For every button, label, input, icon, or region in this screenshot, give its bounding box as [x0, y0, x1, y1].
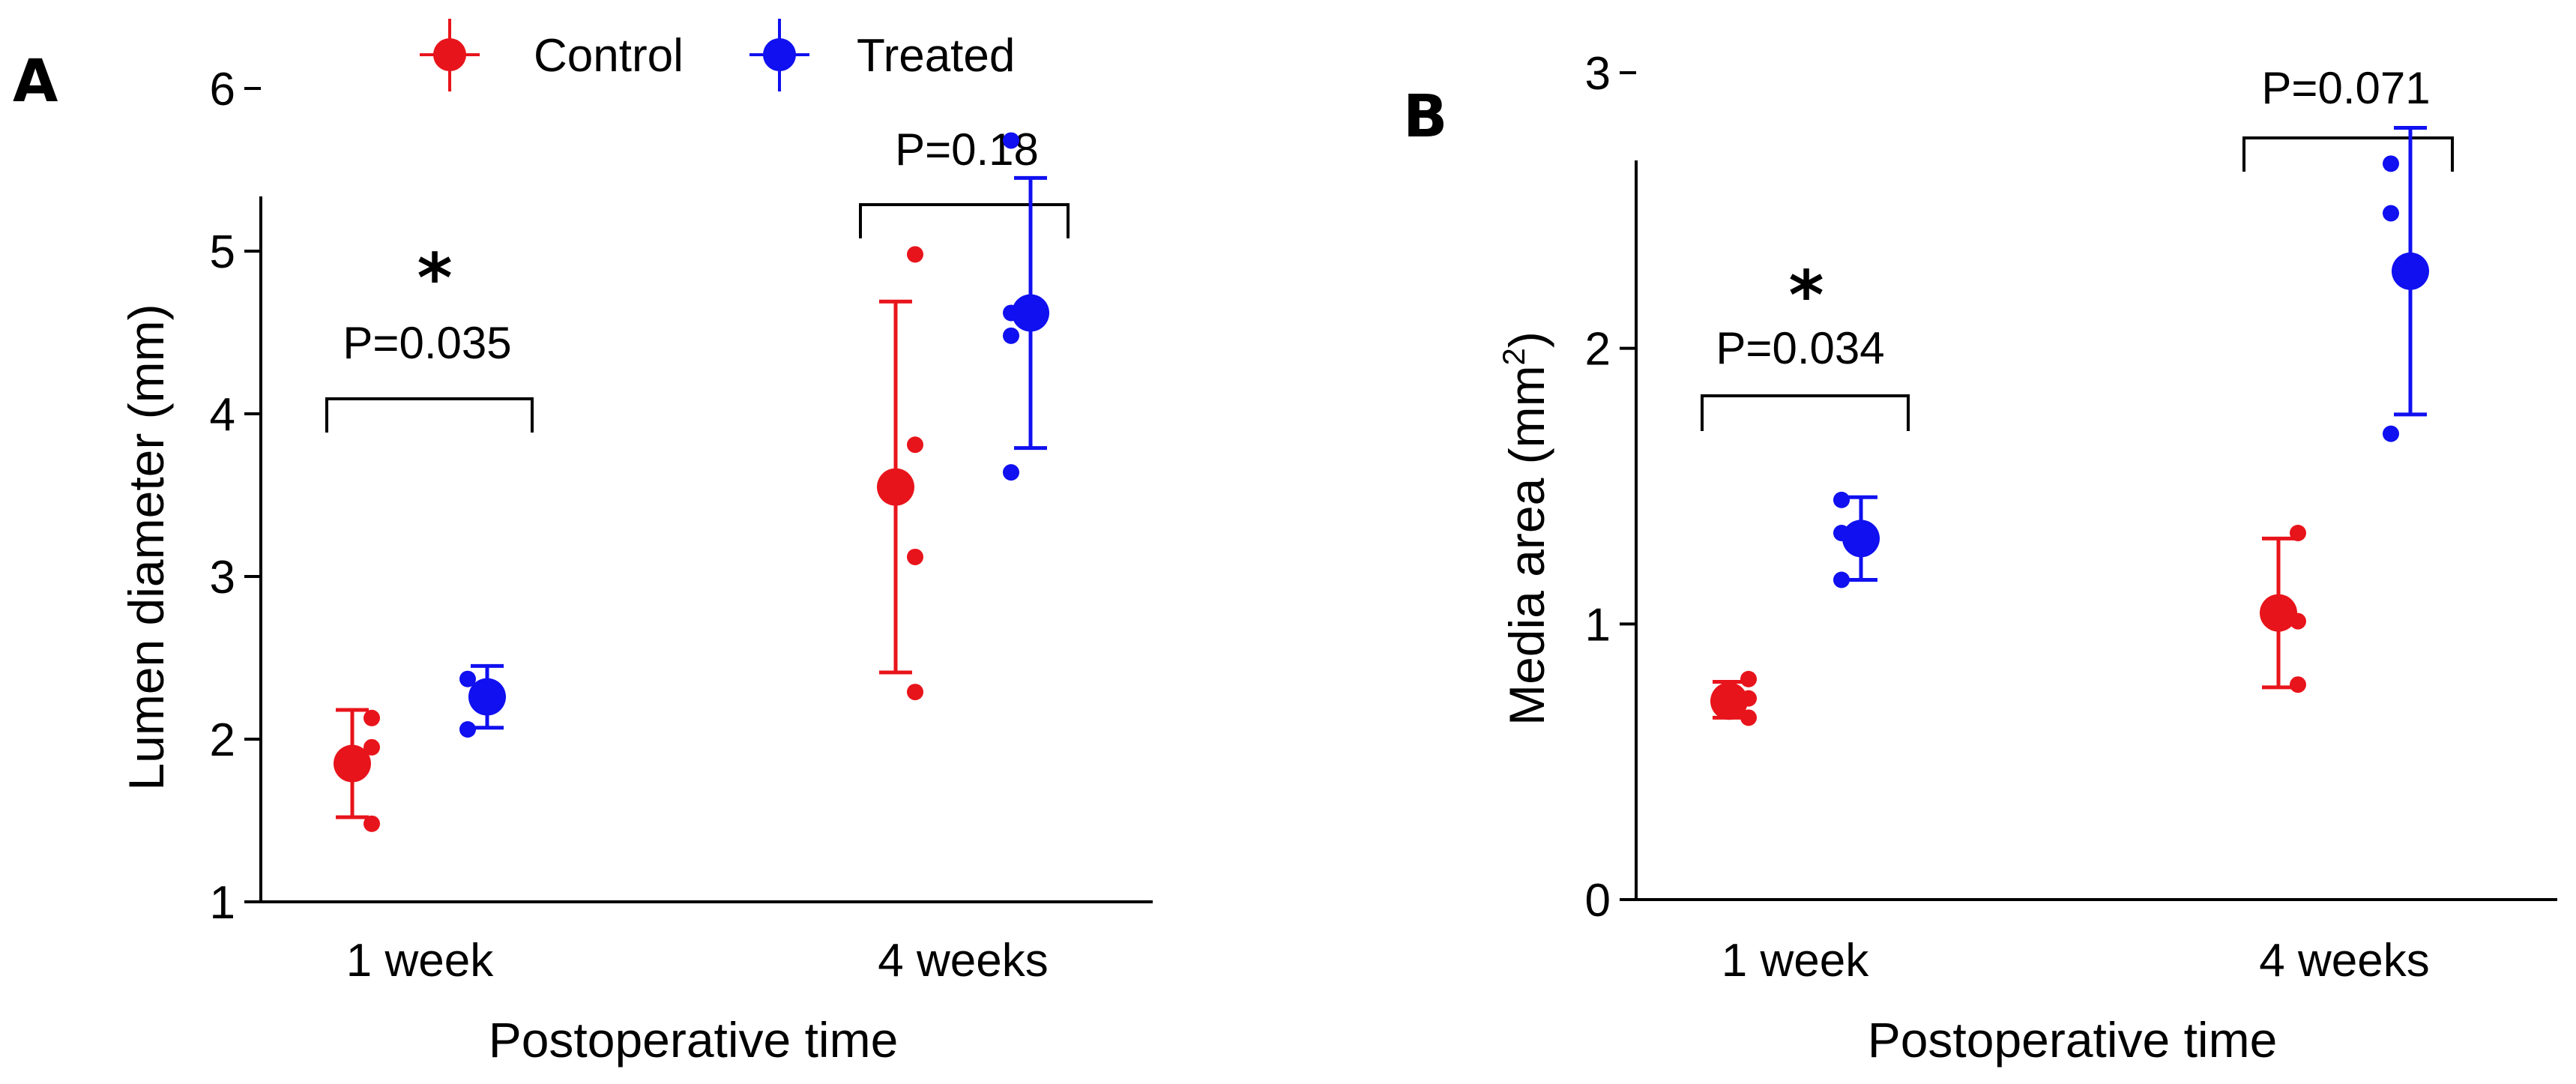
- panel-a-pvalue-4-weeks: P=0.18: [895, 124, 1039, 175]
- panel-b-xtick-1-week: 1 week: [1722, 935, 1869, 987]
- panel-b-bracket-1-week: [1701, 394, 1910, 431]
- panel-a-control-1-week-point-2: [364, 815, 380, 832]
- panel-b-control-4-weeks-point-0: [2290, 525, 2306, 542]
- panel-a-xtick-4-weeks: 4 weeks: [878, 935, 1048, 987]
- panel-a-x-axis-title: Postoperative time: [489, 1012, 899, 1068]
- panel-a-control-4-weeks-point-1: [907, 436, 923, 454]
- panel-b-control-1-week-mean-marker: [1710, 682, 1748, 720]
- panel-a-data: [334, 132, 1049, 832]
- legend-item-treated: Treated: [749, 19, 1015, 91]
- panel-b-bracket-4-weeks: [2242, 136, 2454, 172]
- panel-a-treated-1-week-mean-marker: [468, 678, 506, 716]
- panel-b-treated-4-weeks-mean-marker: [2392, 252, 2429, 290]
- panel-b-pvalue-1-week: P=0.034: [1716, 323, 1884, 373]
- panel-a-control-1-week-point-0: [364, 709, 380, 726]
- panel-b-y-axis-title: Media area (mm2): [1496, 331, 1554, 726]
- panel-b-y-axis-title-main: Media area (mm: [1499, 365, 1554, 725]
- panel-b-ytick-label-3: 3: [1585, 48, 1611, 100]
- panel-a-ytick-label-2: 2: [210, 714, 235, 766]
- legend-item-control: Control: [420, 19, 684, 91]
- panel-b-treated-1-week-point-2: [1833, 571, 1850, 588]
- panel-a-treated-1-week-point-0: [459, 670, 476, 687]
- panel-a-control-4-weeks-point-0: [907, 246, 923, 263]
- panel-b-significance-star: *: [1788, 256, 1824, 335]
- panel-a-ytick-label-4: 4: [210, 389, 235, 441]
- panel-a-ytick-label-6: 6: [210, 64, 235, 115]
- panel-a-label: A: [13, 48, 58, 115]
- legend-treated-label: Treated: [857, 30, 1015, 82]
- panel-b-treated-4-weeks-point-2: [2383, 425, 2399, 442]
- panel-a-annotation-1-week: * P=0.035: [325, 239, 534, 433]
- panel-b-treated-1-week-point-0: [1833, 491, 1850, 508]
- panel-a-treated-4-weeks-point-3: [1003, 464, 1019, 481]
- panel-b-control-4-weeks-point-2: [2290, 676, 2306, 693]
- panel-a-ytick-label-3: 3: [210, 552, 235, 603]
- panel-a-ytick-label-5: 5: [210, 226, 235, 278]
- panel-a-control-1-week-point-1: [364, 738, 380, 756]
- legend-treated-marker: [763, 38, 796, 71]
- panel-a-x-ticks: 1 week 4 weeks: [346, 935, 1049, 987]
- panel-b-control-1-week-point-2: [1740, 709, 1757, 726]
- panel-b-control-1-week-point-0: [1740, 670, 1757, 687]
- panel-a-annotation-4-weeks: P=0.18: [859, 124, 1070, 238]
- panel-a-y-ticks: 1 2 3 4 5 6: [210, 64, 261, 929]
- panel-a-treated-4-weeks-point-2: [1003, 327, 1019, 344]
- panel-b-ytick-label-2: 2: [1585, 324, 1611, 376]
- panel-b-x-axis-title: Postoperative time: [1868, 1012, 2278, 1068]
- panel-a-bracket-4-weeks: [859, 203, 1070, 238]
- panel-b-annotation-4-weeks: P=0.071: [2242, 63, 2454, 172]
- panel-a-treated-4-weeks-mean-marker: [1012, 294, 1049, 332]
- panel-b-ytick-label-1: 1: [1585, 599, 1611, 651]
- panel-b-xtick-4-weeks: 4 weeks: [2259, 935, 2429, 987]
- panel-a-y-axis-title: Lumen diameter (mm): [118, 304, 174, 790]
- panel-b-annotation-1-week: * P=0.034: [1701, 256, 1910, 431]
- legend-control-marker: [433, 38, 466, 71]
- panel-a-control-4-weeks-point-3: [907, 684, 923, 701]
- panel-a-control-4-weeks-point-2: [907, 548, 923, 565]
- panel-a-control-1-week-mean-marker: [334, 744, 371, 783]
- legend: Control Treated: [420, 19, 1015, 91]
- panel-a-pvalue-1-week: P=0.035: [343, 318, 511, 368]
- panel-b-data: [1710, 126, 2429, 726]
- panel-b-y-axis-title-end: ): [1499, 331, 1554, 348]
- panel-a-ytick-label-1: 1: [210, 877, 235, 929]
- panel-b-x-ticks: 1 week 4 weeks: [1722, 935, 2430, 987]
- panel-b-y-axis-title-sup: 2: [1496, 348, 1531, 365]
- panel-b-control-4-weeks-mean-marker: [2260, 594, 2297, 632]
- panel-a-treated-4-weeks-point-0: [1003, 132, 1019, 149]
- panel-b-pvalue-4-weeks: P=0.071: [2261, 63, 2430, 113]
- panel-b-treated-4-weeks-point-1: [2383, 205, 2399, 222]
- panel-a-control-4-weeks-mean-marker: [877, 468, 914, 506]
- panel-a-bracket-1-week: [325, 397, 534, 433]
- panel-a: A 1 2 3 4 5 6 1 week 4 weeks Postoperative ti…: [13, 48, 1153, 1068]
- panel-b-label: B: [1403, 83, 1447, 151]
- panel-a-treated-1-week-point-1: [459, 720, 476, 738]
- panel-a-xtick-1-week: 1 week: [346, 935, 494, 987]
- panel-b-treated-1-week-mean-marker: [1842, 520, 1880, 558]
- panel-b-y-ticks: 0 1 2 3: [1585, 48, 1636, 927]
- legend-control-label: Control: [534, 30, 684, 82]
- panel-b: B 0 1 2 3 1 week 4 weeks Postoperative time…: [1403, 48, 2557, 1068]
- panel-b-treated-4-weeks-point-0: [2383, 155, 2399, 172]
- panel-b-ytick-label-0: 0: [1585, 875, 1611, 927]
- panel-a-significance-star: *: [417, 239, 452, 318]
